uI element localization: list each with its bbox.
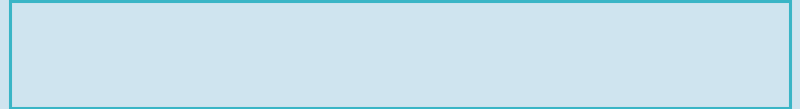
Text: 25-35: 25-35 — [276, 23, 318, 38]
FancyBboxPatch shape — [10, 1, 790, 108]
Text: 51-65: 51-65 — [532, 23, 574, 38]
Text: 5: 5 — [660, 74, 670, 89]
Text: 36-50: 36-50 — [404, 23, 446, 38]
Text: 66-79: 66-79 — [660, 23, 702, 38]
Text: 3: 3 — [404, 74, 413, 89]
Text: Number of tablets: Number of tablets — [14, 74, 165, 89]
Text: 2: 2 — [276, 74, 286, 89]
Text: 4: 4 — [532, 74, 542, 89]
Text: Patient weight (kilograms): Patient weight (kilograms) — [14, 23, 236, 38]
